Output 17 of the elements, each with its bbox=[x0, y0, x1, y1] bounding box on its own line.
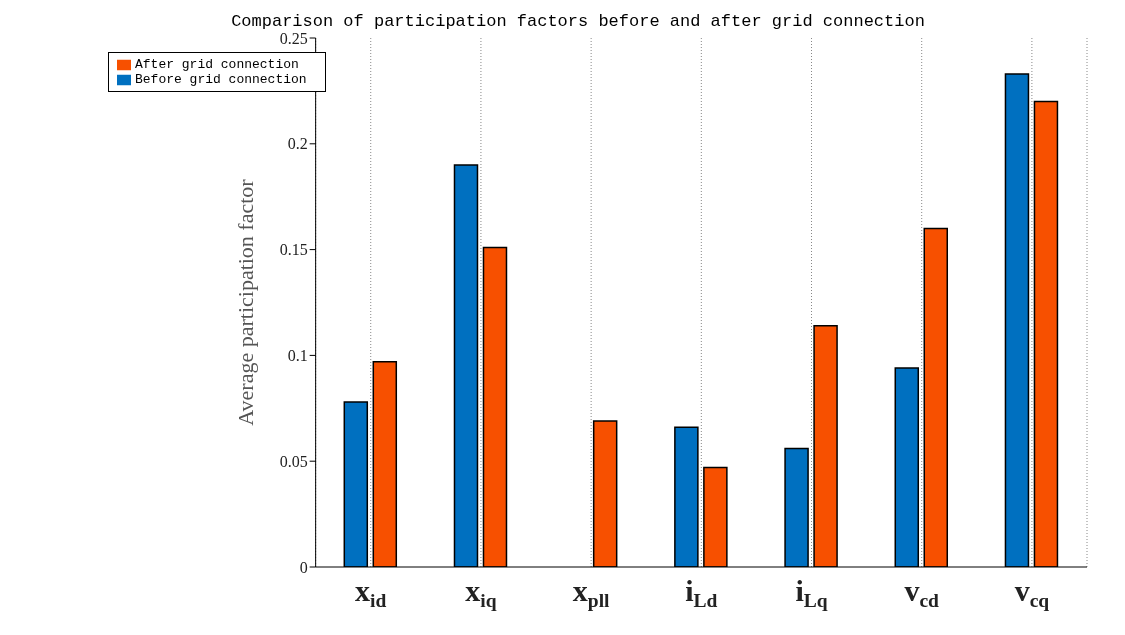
y-tick-label: 0.05 bbox=[279, 452, 308, 470]
y-tick-label: 0.2 bbox=[287, 135, 308, 153]
legend-label: After grid connection bbox=[135, 57, 299, 72]
y-tick-label: 0.25 bbox=[279, 29, 308, 47]
y-tick-label: 0.15 bbox=[279, 241, 308, 259]
x-tick-label: v$_{cq}$ bbox=[1014, 574, 1050, 611]
x-tick-label: v$_{cd}$ bbox=[904, 574, 940, 611]
y-tick-label: 0 bbox=[299, 558, 308, 576]
y-tick-label: 0.1 bbox=[287, 347, 308, 365]
legend-label: Before grid connection bbox=[135, 72, 307, 87]
x-tick-label: i$_{Ld}$ bbox=[685, 574, 718, 611]
x-tick-label: i$_{Lq}$ bbox=[795, 574, 828, 611]
x-tick-label: x$_{pll}$ bbox=[572, 574, 611, 611]
x-tick-label: x$_{iq}$ bbox=[465, 574, 497, 611]
chart-title: Comparison of participation factors before and after grid connection bbox=[231, 12, 925, 31]
x-tick-label: x$_{id}$ bbox=[355, 574, 387, 611]
y-axis-title: Average participation factor bbox=[233, 178, 259, 426]
